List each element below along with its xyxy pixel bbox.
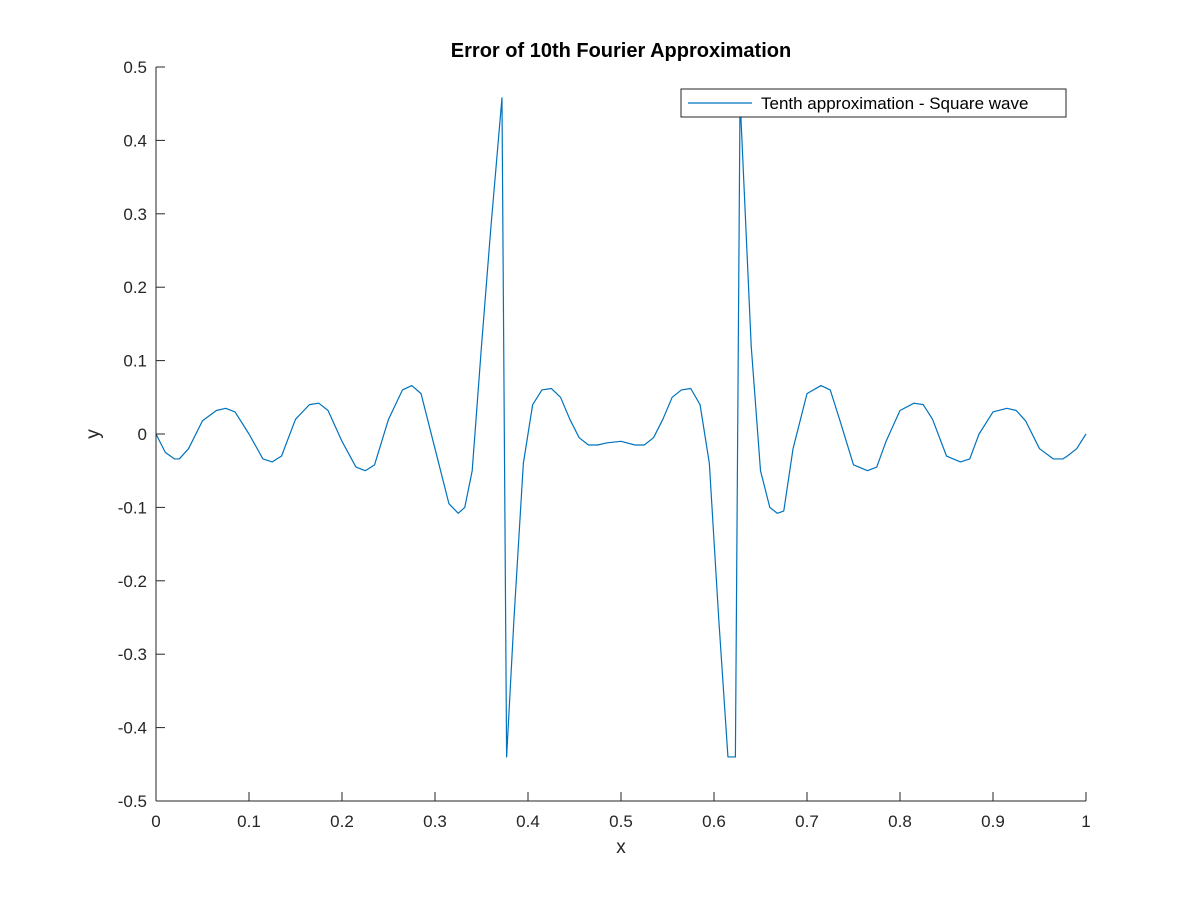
- y-ticks: -0.5 -0.4 -0.3 -0.2 -0.1 0 0.1 0.2 0.3 0.4 0.5: [118, 58, 165, 811]
- x-tick-label: 0.6: [702, 812, 726, 831]
- x-tick-label: 0.8: [888, 812, 912, 831]
- x-tick-label: 0: [151, 812, 160, 831]
- plot-area: [156, 67, 1086, 801]
- x-tick-label: 0.5: [609, 812, 633, 831]
- y-tick-label: -0.3: [118, 645, 147, 664]
- y-tick-label: 0: [138, 425, 147, 444]
- y-tick-label: -0.4: [118, 719, 147, 738]
- y-tick-label: 0.3: [123, 205, 147, 224]
- x-ticks: 0 0.1 0.2 0.3 0.4 0.5 0.6 0.7 0.8 0.9 1: [151, 792, 1091, 831]
- x-tick-label: 0.1: [237, 812, 261, 831]
- x-tick-label: 0.7: [795, 812, 819, 831]
- x-tick-label: 0.2: [330, 812, 354, 831]
- x-tick-label: 1: [1081, 812, 1090, 831]
- chart-title: Error of 10th Fourier Approximation: [451, 40, 791, 62]
- y-tick-label: 0.2: [123, 278, 147, 297]
- y-tick-label: -0.1: [118, 498, 147, 517]
- y-tick-label: 0.5: [123, 58, 147, 77]
- series-line: [155, 97, 1087, 758]
- legend: Tenth approximation - Square wave: [680, 88, 1067, 118]
- y-tick-label: -0.2: [118, 572, 147, 591]
- x-tick-label: 0.4: [516, 812, 540, 831]
- series-layer: [155, 97, 1087, 758]
- y-tick-label: 0.4: [123, 131, 147, 150]
- x-tick-label: 0.3: [423, 812, 447, 831]
- x-tick-label: 0.9: [981, 812, 1005, 831]
- y-tick-label: -0.5: [118, 792, 147, 811]
- y-tick-label: 0.1: [123, 352, 147, 371]
- legend-label: Tenth approximation - Square wave: [761, 94, 1028, 113]
- y-axis-label: y: [83, 429, 104, 439]
- x-axis-label: x: [616, 837, 626, 858]
